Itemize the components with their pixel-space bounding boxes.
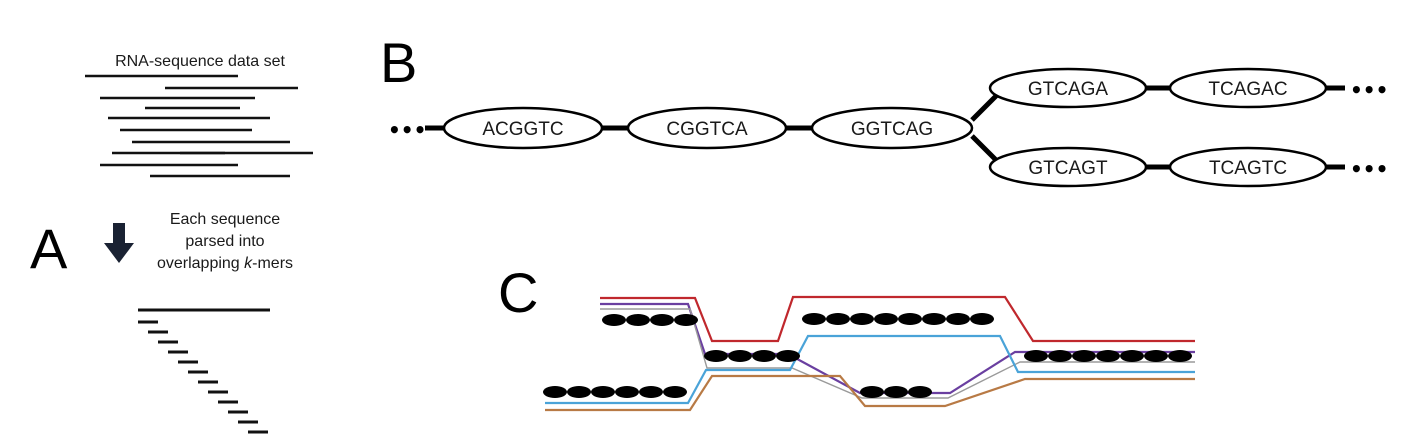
panel-a: A RNA-sequence data set Each sequence pa… — [30, 53, 313, 434]
kmer-label: TCAGTC — [1209, 158, 1287, 179]
kmer-dot — [850, 313, 874, 325]
kmer-dot — [704, 350, 728, 362]
kmer-dot — [884, 386, 908, 398]
kmer-dot — [543, 386, 567, 398]
kmer-label: CGGTCA — [666, 119, 748, 140]
kmer-node: GGTCAG — [810, 106, 974, 150]
ellipsis-right-bottom: ••• — [1350, 157, 1388, 181]
kmer-dot — [1072, 350, 1096, 362]
kmer-dot — [567, 386, 591, 398]
kmer-label: TCAGAC — [1208, 79, 1287, 100]
kmer-node: TCAGAC — [1168, 67, 1328, 109]
dataset-label: RNA-sequence data set — [115, 53, 285, 70]
path-blue — [545, 334, 1195, 405]
ellipsis-right-top: ••• — [1350, 78, 1388, 102]
kmer-label: ACGGTC — [482, 119, 563, 140]
kmer-label: GTCAGT — [1028, 158, 1108, 179]
kmer-dot — [922, 313, 946, 325]
kmer-dot — [860, 386, 884, 398]
kmer-dot — [615, 386, 639, 398]
kmer-dot — [776, 350, 800, 362]
kmer-dot — [874, 313, 898, 325]
kmer-dot — [674, 314, 698, 326]
panel-c-letter: C — [498, 261, 538, 324]
caption-prefix: overlapping — [157, 255, 244, 272]
kmer-node: TCAGTC — [1168, 146, 1328, 188]
down-arrow-icon — [104, 223, 134, 263]
kmer-label: GTCAGA — [1028, 79, 1109, 100]
kmer-dot — [639, 386, 663, 398]
kmer-dot — [663, 386, 687, 398]
path-red — [600, 295, 1195, 343]
parse-caption-line2: parsed into — [185, 233, 264, 250]
parse-caption-line1: Each sequence — [170, 211, 280, 228]
parse-caption-line3: overlapping k-mers — [157, 255, 293, 272]
kmer-dot — [1168, 350, 1192, 362]
kmer-dot — [1048, 350, 1072, 362]
kmer-dot — [728, 350, 752, 362]
caption-suffix: -mers — [252, 255, 293, 272]
kmer-staircase — [138, 308, 270, 434]
kmer-dot — [826, 313, 850, 325]
kmer-dot — [752, 350, 776, 362]
kmer-dot — [970, 313, 994, 325]
kmer-dot — [802, 313, 826, 325]
sequence-reads — [85, 74, 313, 178]
kmer-dot — [1144, 350, 1168, 362]
kmer-dot-groups — [543, 313, 1192, 398]
kmer-dot — [626, 314, 650, 326]
kmer-dot — [908, 386, 932, 398]
edge-branch-up — [970, 90, 1002, 122]
panel-b: B ••• ••• ••• ACGGTC CGGTCA GGTCA — [380, 31, 1388, 188]
kmer-node: GTCAGA — [988, 67, 1148, 109]
kmer-dot — [591, 386, 615, 398]
kmer-dot — [650, 314, 674, 326]
kmer-node: GTCAGT — [988, 146, 1148, 188]
kmer-label: GGTCAG — [851, 119, 933, 140]
kmer-dot — [602, 314, 626, 326]
kmer-dot — [898, 313, 922, 325]
ellipsis-left: ••• — [388, 118, 426, 142]
kmer-dot — [1096, 350, 1120, 362]
kmer-dot — [946, 313, 970, 325]
kmer-dot — [1120, 350, 1144, 362]
caption-k: k — [244, 255, 253, 272]
panel-a-letter: A — [30, 217, 68, 280]
panel-c: C — [498, 261, 1195, 412]
kmer-node: CGGTCA — [626, 106, 788, 150]
kmer-node: ACGGTC — [442, 106, 604, 150]
panel-b-letter: B — [380, 31, 417, 94]
path-brown — [545, 374, 1195, 412]
graph-edges — [425, 85, 1345, 170]
kmer-dot — [1024, 350, 1048, 362]
